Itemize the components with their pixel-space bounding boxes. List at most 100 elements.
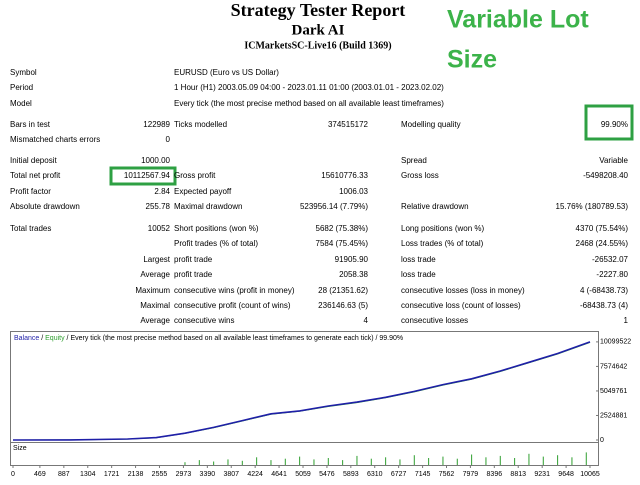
y-tick-label: 7574642 xyxy=(600,363,627,370)
legend: Balance / Equity / Every tick (the most … xyxy=(14,335,403,342)
report-label: consecutive losses xyxy=(401,316,468,325)
report-value: 2058.38 xyxy=(339,270,368,279)
report-label: Period xyxy=(10,83,33,92)
x-tick-label: 3807 xyxy=(223,471,239,478)
report-label: Gross loss xyxy=(401,171,439,180)
report-title: Strategy Tester Report xyxy=(231,0,406,20)
x-tick-label: 6727 xyxy=(391,471,407,478)
report-value: Average xyxy=(140,270,170,279)
x-tick-label: 887 xyxy=(58,471,70,478)
highlight-box xyxy=(109,166,177,186)
x-tick-label: 5476 xyxy=(319,471,335,478)
report-value: -68438.73 (4) xyxy=(580,301,628,310)
report-label: consecutive loss (count of losses) xyxy=(401,301,521,310)
report-label: Bars in test xyxy=(10,120,51,129)
report-value: Variable xyxy=(599,156,628,165)
x-tick-label: 4224 xyxy=(247,471,263,478)
report-label: Profit trades (% of total) xyxy=(174,239,258,248)
x-tick-label: 2973 xyxy=(176,471,192,478)
report-value: 10052 xyxy=(148,224,171,233)
report-value: 15.76% (180789.53) xyxy=(556,202,629,211)
report-label: consecutive losses (loss in money) xyxy=(401,286,525,295)
report-label: Initial deposit xyxy=(10,156,57,165)
legend-quality: 99.90% xyxy=(379,335,403,342)
report-label: Expected payoff xyxy=(174,187,232,196)
x-tick-label: 4641 xyxy=(271,471,287,478)
x-tick-label: 5893 xyxy=(343,471,359,478)
x-tick-label: 7562 xyxy=(439,471,455,478)
report-value: Largest xyxy=(143,255,170,264)
report-label: profit trade xyxy=(174,270,213,279)
report-value: 122989 xyxy=(143,120,170,129)
report-label: EURUSD (Euro vs US Dollar) xyxy=(174,68,279,77)
report-label: Total net profit xyxy=(10,171,61,180)
report-value: -2227.80 xyxy=(596,270,628,279)
x-tick-label: 7145 xyxy=(415,471,431,478)
y-tick-label: 5049761 xyxy=(600,388,627,395)
x-tick-label: 469 xyxy=(34,471,46,478)
report-label: Maximal drawdown xyxy=(174,202,242,211)
report-label: consecutive profit (count of wins) xyxy=(174,301,291,310)
legend-separator: / xyxy=(65,335,71,342)
report-value: 1006.03 xyxy=(339,187,368,196)
report-value: 28 (21351.62) xyxy=(318,286,368,295)
report-value: -26532.07 xyxy=(592,255,629,264)
highlight-box xyxy=(584,104,634,141)
report-label: Model xyxy=(10,99,32,108)
report-value: 10112567.94 xyxy=(124,171,171,180)
report-value: 2468 (24.55%) xyxy=(576,239,629,248)
report-label: Gross profit xyxy=(174,171,216,180)
report-label: Spread xyxy=(401,156,427,165)
report-value: Maximum xyxy=(135,286,170,295)
legend-separator: / xyxy=(39,335,45,342)
report-label: loss trade xyxy=(401,270,436,279)
x-tick-label: 0 xyxy=(11,471,15,478)
report-value: 4370 (75.54%) xyxy=(576,224,629,233)
y-tick-label: 10099522 xyxy=(600,339,631,346)
x-tick-label: 1304 xyxy=(80,471,96,478)
report-value: Maximal xyxy=(140,301,170,310)
legend-separator: / xyxy=(374,335,380,342)
x-tick-label: 7979 xyxy=(463,471,479,478)
x-tick-label: 2138 xyxy=(128,471,144,478)
report-value: 236146.63 (5) xyxy=(318,301,368,310)
size-label: Size xyxy=(13,445,27,452)
report-label: Ticks modelled xyxy=(174,120,227,129)
legend-entry: Balance xyxy=(14,335,39,342)
annotation: Size xyxy=(447,46,497,74)
report-subtitle: Dark AI xyxy=(292,22,345,38)
x-tick-label: 6310 xyxy=(367,471,383,478)
y-tick-label: 0 xyxy=(600,437,604,444)
report-value: -5498208.40 xyxy=(583,171,628,180)
report-label: Modelling quality xyxy=(401,120,461,129)
report-label: Short positions (won %) xyxy=(174,224,259,233)
report-value: 374515172 xyxy=(328,120,369,129)
x-tick-label: 2555 xyxy=(152,471,168,478)
legend-text: Every tick (the most precise method base… xyxy=(70,335,373,342)
report-label: Long positions (won %) xyxy=(401,224,484,233)
legend-entry: Equity xyxy=(45,335,65,342)
report-value: 1 xyxy=(624,316,629,325)
x-tick-label: 8396 xyxy=(487,471,503,478)
report-value: 15610776.33 xyxy=(321,171,368,180)
report-label: Profit factor xyxy=(10,187,51,196)
x-tick-label: 5059 xyxy=(295,471,311,478)
report-label: Symbol xyxy=(10,68,37,77)
report-value: 99.90% xyxy=(601,120,628,129)
report-label: loss trade xyxy=(401,255,436,264)
report-label: Relative drawdown xyxy=(401,202,469,211)
report-label: Loss trades (% of total) xyxy=(401,239,484,248)
report-value: Average xyxy=(140,316,170,325)
report-label: Every tick (the most precise method base… xyxy=(174,99,444,108)
report-label: profit trade xyxy=(174,255,213,264)
x-tick-label: 1721 xyxy=(104,471,120,478)
report-value: 1000.00 xyxy=(141,156,170,165)
report-value: 4 xyxy=(364,316,369,325)
x-tick-label: 9648 xyxy=(558,471,574,478)
server-name: ICMarketsSC-Live16 (Build 1369) xyxy=(244,40,391,51)
report-value: 523956.14 (7.79%) xyxy=(300,202,368,211)
graph-frame xyxy=(10,331,599,466)
report-value: 5682 (75.38%) xyxy=(316,224,369,233)
annotation: Variable Lot xyxy=(447,6,589,34)
